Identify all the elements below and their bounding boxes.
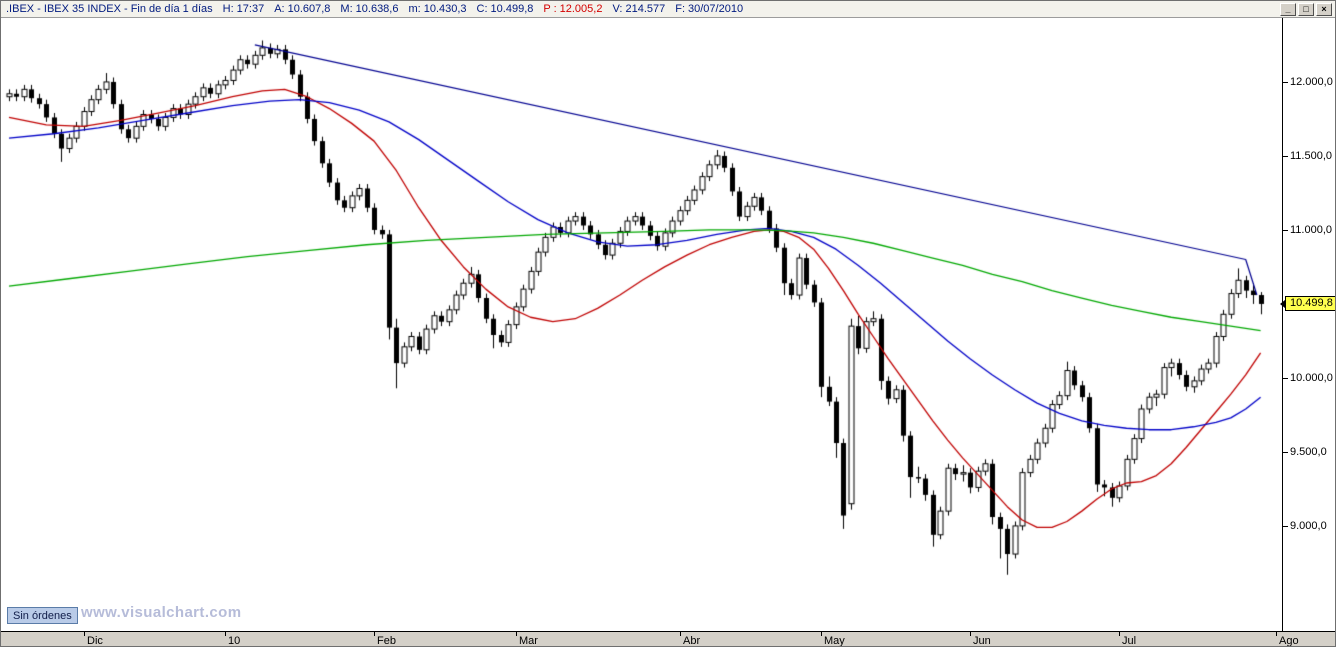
y-axis-tick: [1283, 82, 1288, 83]
last-price-arrow: [1280, 300, 1285, 308]
month-tick: [1119, 632, 1120, 636]
month-label: Feb: [377, 635, 396, 647]
y-axis-label: 9.000,0: [1290, 520, 1327, 532]
title-stat: V: 214.577: [612, 3, 666, 15]
month-label: Ago: [1279, 635, 1299, 647]
titlebar[interactable]: .IBEX - IBEX 35 INDEX - Fin de día 1 día…: [1, 1, 1335, 18]
y-axis-label: 12.000,0: [1290, 76, 1333, 88]
close-button[interactable]: ×: [1316, 3, 1332, 16]
y-axis-tick: [1283, 452, 1288, 453]
month-label: Dic: [87, 635, 103, 647]
month-label: May: [824, 635, 845, 647]
month-label: Abr: [683, 635, 701, 647]
minimize-button[interactable]: _: [1280, 3, 1296, 16]
month-tick: [821, 632, 822, 636]
price-chart[interactable]: [1, 18, 1282, 631]
title-stat: M: 10.638,6: [340, 3, 399, 15]
month-tick: [225, 632, 226, 636]
last-price-value: 10.499,8: [1290, 297, 1333, 309]
restore-button[interactable]: □: [1298, 3, 1314, 16]
minimize-icon: _: [1285, 4, 1291, 14]
y-axis-tick: [1283, 230, 1288, 231]
month-tick: [970, 632, 971, 636]
month-label: Mar: [519, 635, 538, 647]
y-axis-label: 11.000,0: [1290, 224, 1333, 236]
y-axis-tick: [1283, 526, 1288, 527]
title-stat: F: 30/07/2010: [675, 3, 744, 15]
window-buttons: _ □ ×: [1280, 3, 1332, 16]
month-tick: [84, 632, 85, 636]
time-axis[interactable]: Dic 10 Feb Mar Abr May Jun Jul Ago: [1, 631, 1335, 647]
month-tick: [680, 632, 681, 636]
title-stat: A: 10.607,8: [274, 3, 331, 15]
orders-status[interactable]: Sin órdenes: [7, 607, 78, 624]
month-label: Jul: [1122, 635, 1137, 647]
month-tick: [374, 632, 375, 636]
window-title: .IBEX - IBEX 35 INDEX - Fin de día 1 día…: [6, 3, 213, 15]
month-tick: [1276, 632, 1277, 636]
month-label: 10: [228, 635, 241, 647]
y-axis-label: 10.000,0: [1290, 372, 1333, 384]
y-axis-label: 9.500,0: [1290, 446, 1327, 458]
title-stats: H: 17:37 A: 10.607,8 M: 10.638,6 m: 10.430,3 C: 1…: [223, 3, 753, 15]
y-axis-tick: [1283, 378, 1288, 379]
title-stat: C: 10.499,8: [476, 3, 534, 15]
y-axis-tick: [1283, 156, 1288, 157]
watermark: www.visualchart.com: [81, 604, 242, 621]
y-axis-label: 11.500,0: [1290, 150, 1333, 162]
month-tick: [516, 632, 517, 636]
close-icon: ×: [1321, 4, 1327, 14]
restore-icon: □: [1303, 4, 1309, 14]
last-price-label: 10.499,8: [1280, 296, 1335, 311]
title-stat: m: 10.430,3: [408, 3, 467, 15]
month-label: Jun: [973, 635, 991, 647]
title-stat: P :12.005,2: [543, 3, 603, 15]
title-stat: H: 17:37: [222, 3, 265, 15]
price-axis[interactable]: 10.499,8 12.000,0 11.500,0 11.000,0 10.000,…: [1280, 18, 1335, 631]
